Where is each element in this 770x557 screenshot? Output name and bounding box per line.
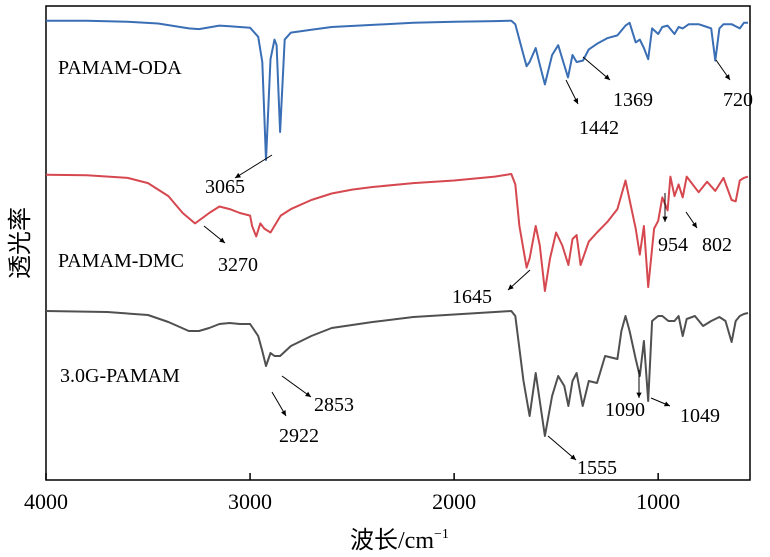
annotation-label: 1369	[613, 89, 653, 111]
y-axis-title: 透光率	[7, 207, 34, 279]
annotations: 3065 1369 1442 720 3270 1645 954 802 2853 2922 109…	[203, 56, 753, 479]
annotation-arrowhead	[281, 410, 286, 416]
series-group	[45, 19, 749, 437]
annotation-leader	[234, 154, 273, 179]
x-tick-label: 4000	[24, 489, 68, 514]
annotation-label: 1645	[452, 286, 492, 308]
series-line-1	[45, 173, 749, 292]
series-label: 3.0G-PAMAM	[60, 365, 180, 387]
annotation-arrowhead	[508, 284, 514, 290]
annotation-label: 2853	[314, 394, 354, 416]
series-label: PAMAM-ODA	[58, 57, 182, 79]
series-line-2	[45, 310, 749, 437]
x-tick-label: 1000	[636, 489, 680, 514]
annotation-label: 1442	[579, 117, 619, 139]
series-label: PAMAM-DMC	[58, 250, 184, 272]
annotation-arrowhead	[305, 391, 311, 397]
annotation-label: 802	[702, 234, 732, 256]
annotation-label: 720	[723, 89, 753, 111]
annotation-label: 1555	[577, 457, 617, 479]
x-tick-label: 3000	[228, 489, 272, 514]
plot-frame	[45, 5, 751, 481]
x-axis-title: 波长/cm−1	[350, 527, 449, 554]
annotation-arrowhead	[570, 454, 576, 460]
series-line-0	[45, 19, 748, 161]
annotation-label: 1049	[680, 405, 720, 427]
series-labels: PAMAM-ODA PAMAM-DMC 3.0G-PAMAM	[58, 57, 184, 387]
annotation-arrowhead	[662, 216, 668, 222]
annotation-label: 2922	[279, 425, 319, 447]
annotation-label: 3270	[218, 254, 258, 276]
annotation-label: 1090	[605, 399, 645, 421]
annotation-leader	[582, 56, 611, 81]
annotation-arrowhead	[636, 392, 642, 398]
annotation-leader	[547, 435, 577, 461]
annotation-arrowhead	[664, 401, 670, 407]
annotation-label: 954	[658, 234, 688, 256]
annotation-arrowhead	[604, 74, 610, 80]
plot-border	[45, 5, 751, 481]
annotation-label: 3065	[205, 176, 245, 198]
annotation-arrowhead	[219, 237, 225, 243]
annotation-arrowhead	[235, 172, 241, 178]
x-tick-label: 2000	[432, 489, 476, 514]
annotation-arrowhead	[573, 98, 578, 104]
x-axis-ticks: 4000 3000 2000 1000	[24, 473, 680, 514]
annotation-leader	[281, 375, 312, 398]
annotation-arrowhead	[691, 222, 697, 228]
annotation-arrowhead	[724, 74, 730, 80]
